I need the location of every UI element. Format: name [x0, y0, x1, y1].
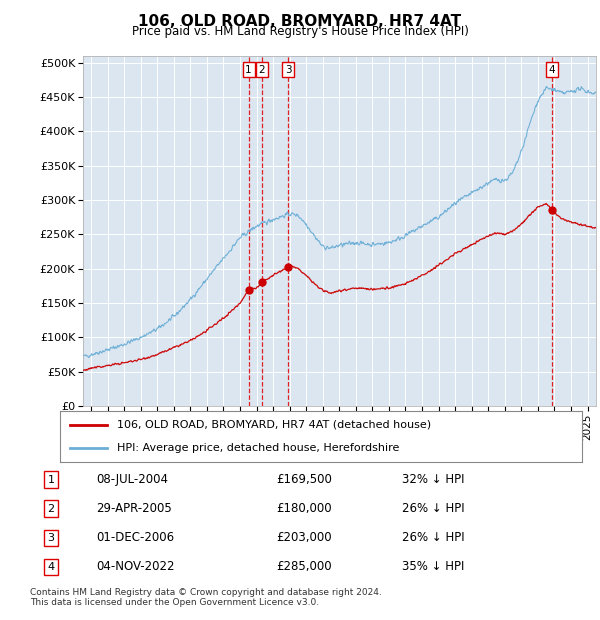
Text: £285,000: £285,000	[276, 560, 332, 574]
Point	[284, 262, 293, 272]
Text: £169,500: £169,500	[276, 473, 332, 486]
Text: 01-DEC-2006: 01-DEC-2006	[96, 531, 174, 544]
Text: 26% ↓ HPI: 26% ↓ HPI	[402, 502, 464, 515]
Text: Contains HM Land Registry data © Crown copyright and database right 2024.
This d: Contains HM Land Registry data © Crown c…	[30, 588, 382, 607]
Point	[244, 285, 253, 294]
Text: 4: 4	[548, 64, 555, 74]
Text: 08-JUL-2004: 08-JUL-2004	[96, 473, 168, 486]
Text: 26% ↓ HPI: 26% ↓ HPI	[402, 531, 464, 544]
Text: 1: 1	[245, 64, 252, 74]
Text: 1: 1	[47, 474, 55, 485]
Text: 2: 2	[259, 64, 265, 74]
Text: Price paid vs. HM Land Registry's House Price Index (HPI): Price paid vs. HM Land Registry's House …	[131, 25, 469, 38]
Text: 04-NOV-2022: 04-NOV-2022	[96, 560, 175, 574]
Text: HPI: Average price, detached house, Herefordshire: HPI: Average price, detached house, Here…	[118, 443, 400, 453]
Text: £203,000: £203,000	[276, 531, 332, 544]
Text: £180,000: £180,000	[276, 502, 332, 515]
Text: 3: 3	[47, 533, 55, 543]
Text: 2: 2	[47, 503, 55, 514]
Text: 106, OLD ROAD, BROMYARD, HR7 4AT (detached house): 106, OLD ROAD, BROMYARD, HR7 4AT (detach…	[118, 420, 431, 430]
Text: 32% ↓ HPI: 32% ↓ HPI	[402, 473, 464, 486]
Text: 29-APR-2005: 29-APR-2005	[96, 502, 172, 515]
Text: 3: 3	[285, 64, 292, 74]
Text: 35% ↓ HPI: 35% ↓ HPI	[402, 560, 464, 574]
Text: 106, OLD ROAD, BROMYARD, HR7 4AT: 106, OLD ROAD, BROMYARD, HR7 4AT	[139, 14, 461, 29]
Point	[547, 205, 557, 215]
Point	[257, 278, 267, 288]
Text: 4: 4	[47, 562, 55, 572]
